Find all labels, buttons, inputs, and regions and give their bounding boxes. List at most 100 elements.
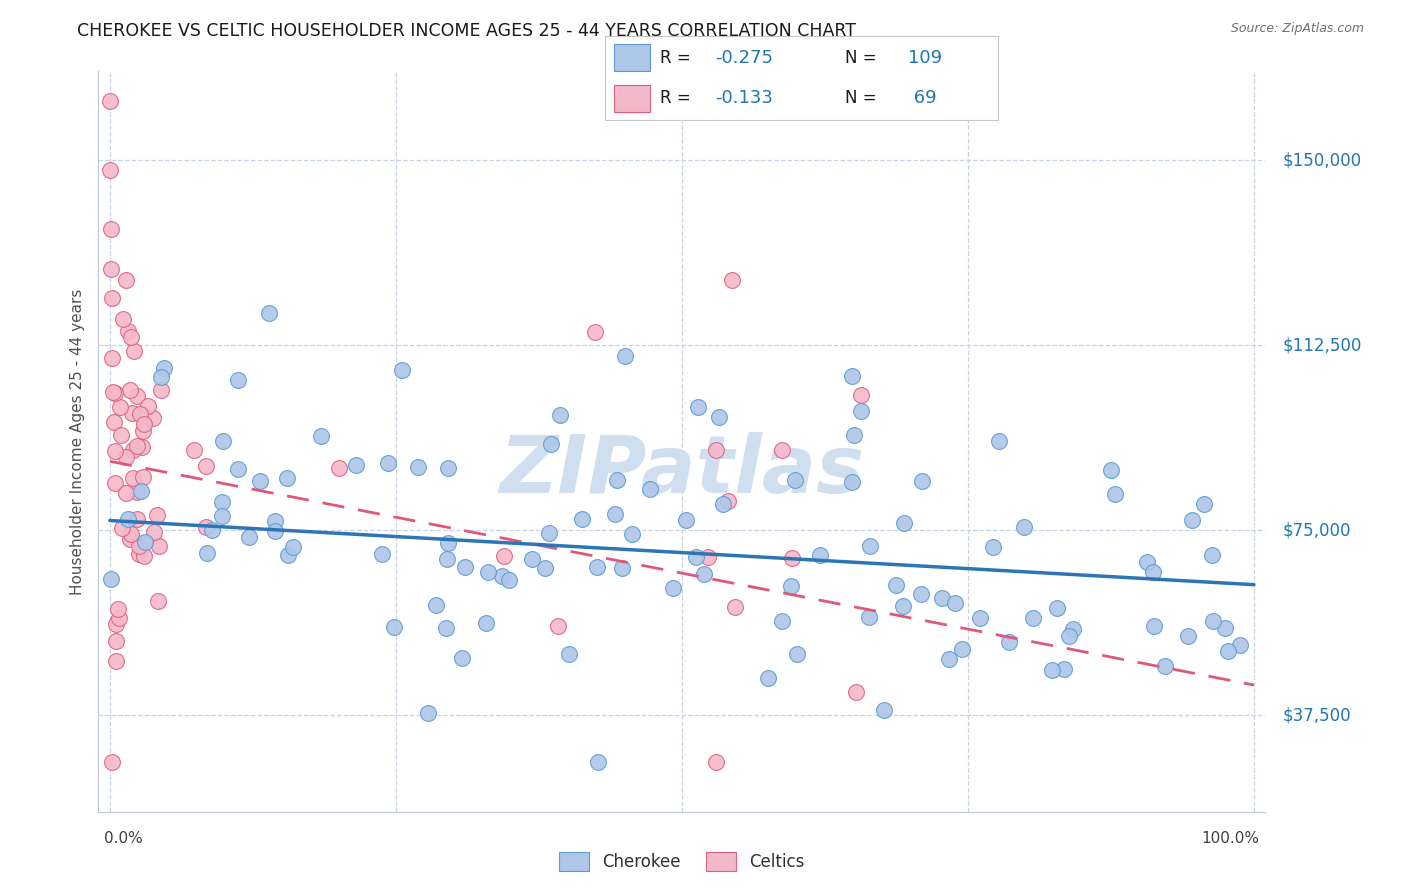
Point	[111, 521, 134, 535]
Point	[785, 473, 807, 487]
Y-axis label: Householder Income Ages 25 - 44 years: Householder Income Ages 25 - 44 years	[70, 288, 86, 595]
Text: $150,000: $150,000	[1282, 152, 1362, 169]
Point	[101, 351, 124, 365]
Point	[103, 415, 125, 429]
Point	[142, 524, 165, 539]
Point	[195, 459, 218, 474]
Point	[605, 507, 627, 521]
Point	[558, 648, 581, 662]
Point	[1022, 611, 1045, 625]
Point	[150, 369, 173, 384]
Text: -0.133: -0.133	[714, 89, 773, 107]
Text: $112,500: $112,500	[1282, 336, 1362, 354]
Point	[118, 533, 141, 547]
Point	[105, 633, 128, 648]
Point	[131, 440, 153, 454]
Point	[477, 565, 499, 579]
Point	[453, 559, 475, 574]
Point	[112, 311, 135, 326]
Text: 109: 109	[908, 49, 942, 67]
Point	[537, 526, 560, 541]
Point	[195, 520, 218, 534]
FancyBboxPatch shape	[614, 85, 650, 112]
Point	[1143, 619, 1166, 633]
Point	[434, 621, 457, 635]
Point	[276, 471, 298, 485]
Text: N =: N =	[845, 49, 882, 67]
Point	[437, 535, 460, 549]
Point	[950, 642, 973, 657]
Point	[697, 549, 720, 564]
Point	[475, 616, 498, 631]
Point	[122, 443, 145, 458]
Point	[125, 485, 148, 500]
Text: 0.0%: 0.0%	[104, 831, 143, 847]
Point	[613, 349, 636, 363]
Point	[382, 619, 405, 633]
Point	[105, 654, 128, 668]
Point	[550, 408, 572, 422]
Point	[122, 343, 145, 358]
Point	[134, 534, 156, 549]
Point	[146, 593, 169, 607]
Text: -0.275: -0.275	[714, 49, 773, 67]
Point	[201, 523, 224, 537]
Point	[1012, 520, 1035, 534]
Point	[1218, 643, 1240, 657]
Point	[110, 428, 132, 442]
Point	[122, 471, 145, 485]
Point	[981, 540, 1004, 554]
Point	[1177, 630, 1199, 644]
Point	[142, 411, 165, 425]
Point	[583, 325, 606, 339]
Point	[226, 461, 249, 475]
Text: Source: ZipAtlas.com: Source: ZipAtlas.com	[1230, 22, 1364, 36]
Text: CHEROKEE VS CELTIC HOUSEHOLDER INCOME AGES 25 - 44 YEARS CORRELATION CHART: CHEROKEE VS CELTIC HOUSEHOLDER INCOME AG…	[77, 22, 856, 40]
Point	[391, 363, 413, 377]
Point	[1180, 512, 1202, 526]
Point	[107, 611, 129, 625]
Point	[406, 459, 429, 474]
Point	[756, 671, 779, 685]
Text: 69: 69	[908, 89, 936, 107]
Point	[886, 578, 908, 592]
Point	[118, 383, 141, 397]
Point	[711, 497, 734, 511]
Point	[1136, 555, 1159, 569]
Text: $75,000: $75,000	[1282, 522, 1351, 540]
Point	[132, 424, 155, 438]
Text: R =: R =	[659, 49, 696, 67]
Point	[808, 549, 831, 563]
Point	[987, 434, 1010, 448]
Point	[586, 756, 609, 770]
Point	[1213, 622, 1236, 636]
Point	[228, 373, 250, 387]
Point	[129, 407, 152, 421]
Point	[283, 541, 305, 555]
Point	[127, 389, 149, 403]
Point	[249, 475, 271, 489]
Point	[770, 443, 793, 458]
Point	[717, 493, 740, 508]
Point	[132, 470, 155, 484]
Point	[704, 443, 727, 458]
Point	[969, 611, 991, 625]
Point	[571, 511, 593, 525]
Point	[707, 410, 730, 425]
Point	[1062, 622, 1084, 636]
Point	[104, 386, 127, 401]
Point	[780, 551, 803, 566]
Point	[131, 484, 153, 499]
Point	[104, 444, 127, 458]
Point	[100, 292, 122, 306]
Point	[121, 406, 143, 420]
Point	[606, 473, 628, 487]
Point	[100, 261, 122, 276]
Point	[498, 573, 520, 587]
Point	[893, 516, 915, 530]
Point	[612, 561, 634, 575]
Point	[661, 581, 683, 595]
Point	[117, 512, 139, 526]
Point	[98, 163, 121, 178]
Point	[309, 429, 332, 443]
